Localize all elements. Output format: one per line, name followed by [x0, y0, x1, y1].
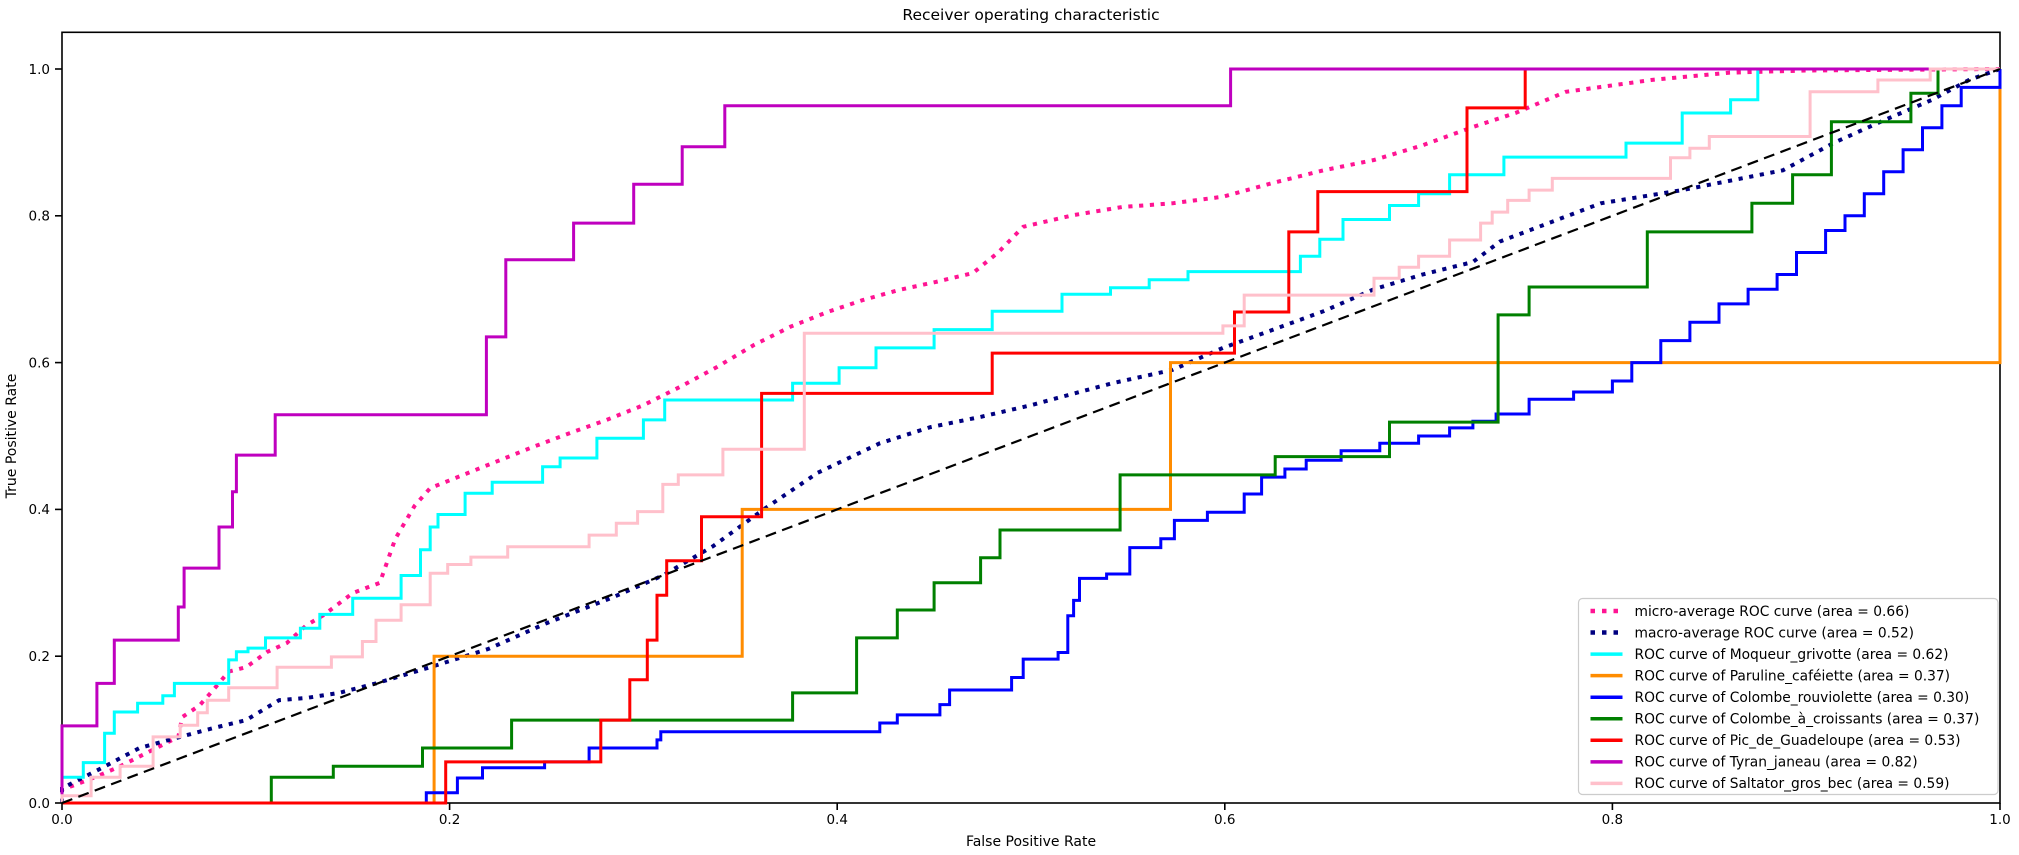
chance-diagonal [61, 67, 2001, 805]
legend: micro-average ROC curve (area = 0.66) mac… [1577, 597, 1999, 796]
legend-item-label: ROC curve of Pic_de_Guadeloupe (area = 0… [1635, 733, 1961, 749]
y-tick-label: 1.0 [29, 62, 50, 78]
legend-item: ROC curve of Colombe_à_croissants (area … [1590, 712, 1980, 728]
y-tick-label: 0.8 [29, 209, 50, 225]
legend-item: ROC curve of Saltator_gros_bec (area = 0… [1590, 776, 1950, 792]
chance-diagonal-line [61, 67, 2001, 805]
roc-curve-0 [60, 67, 2001, 803]
y-axis: 0.0 0.2 0.4 0.6 0.8 1.0 [29, 62, 62, 812]
plot-area [61, 31, 2001, 804]
x-tick-label: 0.2 [439, 812, 460, 828]
legend-item: micro-average ROC curve (area = 0.66) [1590, 604, 1910, 620]
y-tick-label: 0.4 [29, 502, 50, 518]
x-tick-label: 1.0 [1989, 812, 2010, 828]
x-tick-label: 0.4 [826, 812, 847, 828]
x-tick-label: 0.0 [51, 812, 72, 828]
legend-item: macro-average ROC curve (area = 0.52) [1590, 625, 1914, 641]
y-tick-label: 0.2 [29, 649, 50, 665]
legend-item-label: micro-average ROC curve (area = 0.66) [1635, 604, 1910, 620]
y-axis-label: True Positive Rate [4, 374, 20, 500]
legend-item-label: ROC curve of Moqueur_grivotte (area = 0.… [1635, 647, 1949, 663]
roc-curve-6 [62, 67, 2000, 805]
roc-curve-3 [62, 69, 2002, 805]
x-axis-label: False Positive Rate [966, 834, 1096, 850]
series-lines [60, 67, 2002, 805]
roc-curve-7 [60, 67, 2000, 803]
y-tick-label: 0.6 [29, 355, 50, 371]
legend-box [1577, 597, 1999, 796]
legend-item-label: ROC curve of Saltator_gros_bec (area = 0… [1635, 776, 1950, 792]
x-tick-label: 0.6 [1214, 812, 1235, 828]
legend-item-label: ROC curve of Paruline_caféiette (area = … [1635, 668, 1951, 684]
legend-item-label: ROC curve of Colombe_rouviolette (area =… [1635, 690, 1970, 706]
chart-title: Receiver operating characteristic [902, 6, 1159, 24]
legend-item: ROC curve of Pic_de_Guadeloupe (area = 0… [1590, 733, 1961, 749]
roc-curve-5 [62, 67, 2000, 805]
roc-curve-1 [60, 67, 2001, 803]
legend-item-label: ROC curve of Colombe_à_croissants (area … [1635, 712, 1980, 728]
legend-item-label: ROC curve of Tyran_janeau (area = 0.82) [1635, 755, 1918, 771]
x-axis: 0.0 0.2 0.4 0.6 0.8 1.0 [51, 803, 2011, 828]
legend-item: ROC curve of Colombe_rouviolette (area =… [1590, 690, 1970, 706]
y-tick-label: 0.0 [29, 796, 50, 812]
legend-item-label: macro-average ROC curve (area = 0.52) [1635, 625, 1914, 641]
roc-curve-4 [62, 69, 2002, 805]
legend-item: ROC curve of Tyran_janeau (area = 0.82) [1590, 755, 1918, 771]
roc-curve-2 [60, 67, 2000, 803]
legend-item: ROC curve of Paruline_caféiette (area = … [1590, 668, 1951, 684]
roc-curve-8 [60, 67, 2000, 803]
x-tick-label: 0.8 [1602, 812, 1623, 828]
legend-item: ROC curve of Moqueur_grivotte (area = 0.… [1590, 647, 1949, 663]
